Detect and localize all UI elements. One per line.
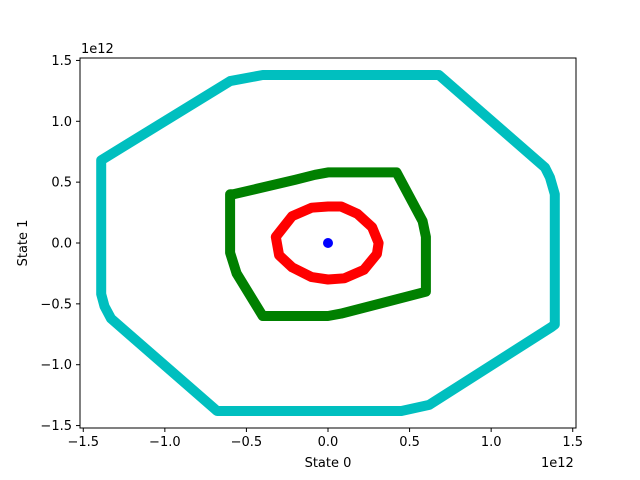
y-offset-label: 1e12 (81, 42, 114, 57)
x-tick-label: −1.5 (67, 435, 99, 450)
x-axis-label: State 0 (305, 456, 352, 471)
y-tick-label: −1.0 (40, 358, 72, 373)
series-1-line (225, 167, 431, 321)
y-tick-label: 0.5 (51, 176, 72, 191)
x-tick-label: 0.5 (399, 435, 420, 450)
x-tick-label: −0.5 (231, 435, 263, 450)
x-tick-label: 0.0 (318, 435, 339, 450)
x-tick-label: −1.0 (149, 435, 181, 450)
y-tick-label: 1.5 (51, 54, 72, 69)
x-tick-label: 1.5 (562, 435, 583, 450)
series-3-point (323, 238, 333, 248)
y-tick-label: −0.5 (40, 297, 72, 312)
plot-area (96, 70, 560, 416)
x-offset-label: 1e12 (541, 456, 574, 471)
y-tick-label: −1.5 (40, 419, 72, 434)
y-tick-label: 0.0 (51, 237, 72, 252)
x-axis-ticks: −1.5 −1.0 −0.5 0.0 0.5 1.0 1.5 (67, 428, 583, 450)
series-2-line (270, 201, 384, 285)
y-tick-label: 1.0 (51, 115, 72, 130)
series-0-line (96, 70, 560, 416)
y-axis-label: State 1 (16, 220, 31, 267)
y-axis-ticks: −1.5 −1.0 −0.5 0.0 0.5 1.0 1.5 (40, 54, 80, 434)
x-tick-label: 1.0 (481, 435, 502, 450)
